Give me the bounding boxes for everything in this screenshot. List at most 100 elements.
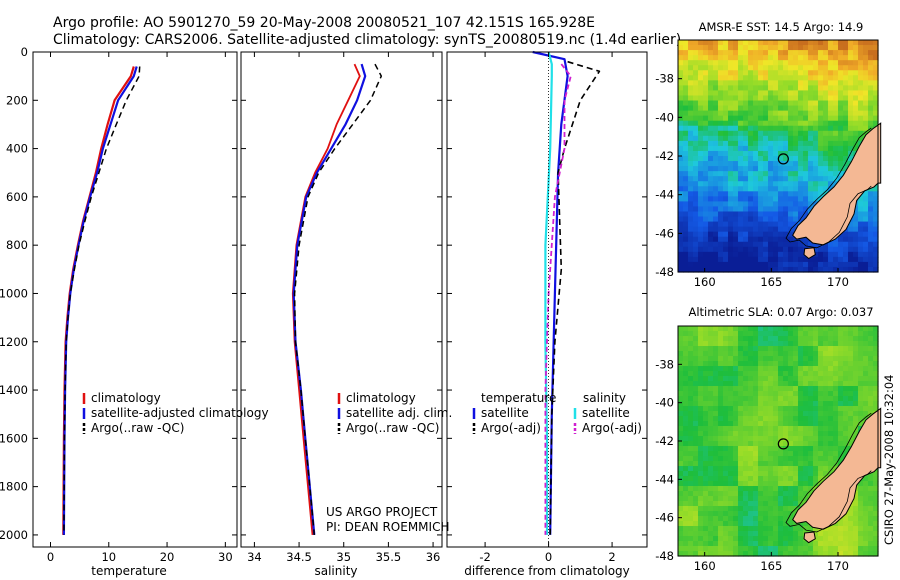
sst-map-cell (843, 75, 849, 81)
sst-map-cell (793, 145, 799, 152)
sst-map-cell (798, 191, 804, 197)
sla-map-cell (703, 336, 709, 342)
difference-legend-temp-satellite: satellite (481, 406, 529, 420)
sst-map-cell (808, 206, 814, 213)
sst-map-cell (723, 161, 729, 167)
sst-map-cell (693, 50, 699, 56)
sla-map-cell (853, 391, 859, 397)
sla-map-cell (788, 506, 794, 512)
sla-map-cell (843, 421, 849, 427)
sla-map-cell (813, 421, 819, 427)
sla-map-cell (863, 516, 869, 522)
sst-map-cell (688, 261, 694, 268)
sla-map-cell (793, 476, 799, 482)
sst-map-cell (713, 60, 719, 66)
sst-map-cell (838, 145, 844, 152)
sst-map-cell (753, 150, 759, 157)
sst-map-cell (728, 191, 734, 197)
sst-map-cell (683, 100, 689, 107)
sst-map-cell (833, 125, 839, 132)
sla-map-cell (703, 346, 709, 352)
sst-map-cell (768, 130, 774, 137)
sst-map-cell (738, 226, 744, 233)
sla-map-cell (763, 336, 769, 342)
sst-map-cell (698, 241, 704, 248)
sla-map-cell (728, 551, 734, 557)
sla-map-cell (753, 366, 759, 372)
sst-map-cell (783, 261, 789, 268)
sst-map-cell (868, 221, 874, 228)
sst-map-cell (818, 75, 824, 81)
sst-map-cell (783, 236, 789, 243)
sla-map-cell (828, 391, 834, 397)
sst-map-cell (703, 246, 709, 253)
sla-map-cell (743, 416, 749, 422)
sla-map-cell (728, 511, 734, 517)
sla-map-cell (768, 456, 774, 462)
sst-map-cell (783, 60, 789, 66)
sst-map-cell (763, 135, 769, 142)
temperature-series-satellite (62, 66, 138, 535)
sst-map-cell (693, 261, 699, 268)
sst-map-cell (683, 266, 689, 273)
sla-map-cell (728, 486, 734, 492)
sla-map-cell (793, 411, 799, 417)
sst-map-cell (718, 45, 724, 51)
sst-map-cell (713, 236, 719, 243)
sst-map-cell (783, 50, 789, 56)
sla-map-cell (703, 541, 709, 547)
sst-map-cell (818, 55, 824, 61)
sla-map-cell (803, 326, 809, 332)
sst-map-cell (798, 60, 804, 66)
sla-map-cell (713, 386, 719, 392)
sst-map-cell (853, 211, 859, 218)
sst-map-cell (848, 65, 854, 71)
sla-map-cell (678, 341, 684, 347)
sst-map-cell (753, 216, 759, 223)
sla-map-cell (838, 331, 844, 337)
sla-map-cell (853, 401, 859, 407)
sst-map-cell (693, 90, 699, 97)
difference-series-salinity-argo-adj (544, 63, 572, 535)
sla-map-cell (773, 511, 779, 517)
sla-map-cell (723, 376, 729, 382)
sla-map-cell (733, 481, 739, 487)
sst-map-cell (688, 201, 694, 208)
sla-map-cell (848, 336, 854, 342)
sla-map-cell (873, 346, 879, 352)
sla-map-cell (848, 381, 854, 387)
sst-map-cell (783, 251, 789, 258)
temperature-ytick-label: 2000 (0, 528, 28, 542)
sla-map-cell (768, 346, 774, 352)
sst-map-cell (798, 125, 804, 132)
sla-map-cell (758, 531, 764, 537)
sst-map-cell (678, 115, 684, 122)
sla-map-cell (843, 366, 849, 372)
sla-map-cell (843, 356, 849, 362)
sst-map-cell (778, 105, 784, 112)
sla-map-cell (693, 371, 699, 377)
sla-map-cell (833, 371, 839, 377)
sst-map-cell (678, 120, 684, 127)
sla-map-cell (828, 336, 834, 342)
sla-map-cell (753, 451, 759, 457)
sst-map-cell (743, 171, 749, 177)
header-line2: Climatology: CARS2006. Satellite-adjuste… (53, 32, 681, 48)
sst-map-cell (688, 45, 694, 51)
sla-map-cell (823, 471, 829, 477)
sst-map-cell (798, 130, 804, 137)
sst-map-cell (733, 90, 739, 97)
sla-map-cell (708, 511, 714, 517)
sst-map-bathymetry-contour (785, 127, 872, 249)
sst-map-cell (768, 60, 774, 66)
sla-map-cell (733, 431, 739, 437)
sst-map-cell (683, 241, 689, 248)
sst-map-cell (853, 95, 859, 102)
sla-map-cell (708, 456, 714, 462)
sst-map-cell (838, 125, 844, 132)
sla-map-cell (833, 381, 839, 387)
sla-map-cell (728, 531, 734, 537)
sst-map-cell (693, 145, 699, 152)
sst-map-cell (788, 191, 794, 197)
sst-map-cell (808, 105, 814, 112)
